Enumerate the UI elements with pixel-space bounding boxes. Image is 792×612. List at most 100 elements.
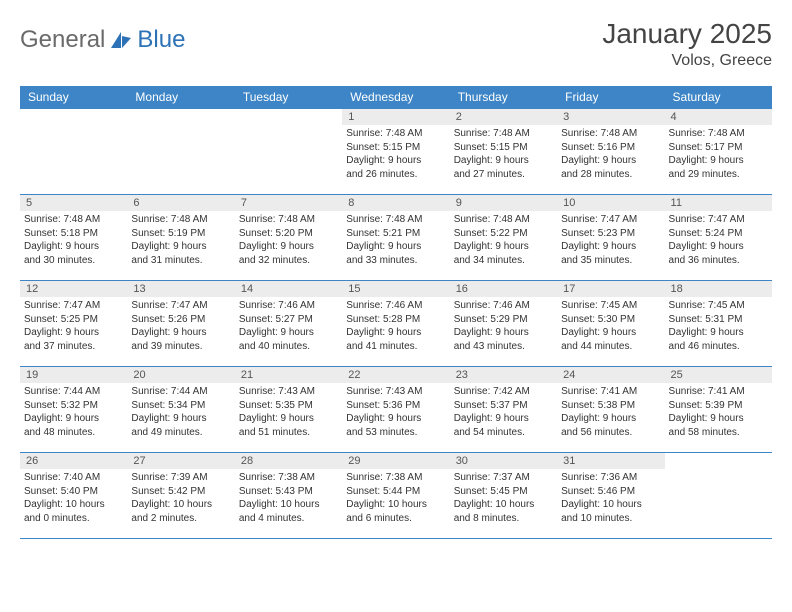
day-number: 9 [450,195,557,211]
day-body: Sunrise: 7:45 AMSunset: 5:30 PMDaylight:… [557,297,664,357]
calendar-cell [235,109,342,195]
day-line-d1: Daylight: 9 hours [24,240,123,254]
day-body: Sunrise: 7:48 AMSunset: 5:21 PMDaylight:… [342,211,449,271]
day-body: Sunrise: 7:43 AMSunset: 5:36 PMDaylight:… [342,383,449,443]
day-body: Sunrise: 7:47 AMSunset: 5:25 PMDaylight:… [20,297,127,357]
day-line-d1: Daylight: 9 hours [346,326,445,340]
day-line-ss: Sunset: 5:20 PM [239,227,338,241]
day-line-d2: and 34 minutes. [454,254,553,268]
day-body: Sunrise: 7:38 AMSunset: 5:43 PMDaylight:… [235,469,342,529]
day-body: Sunrise: 7:48 AMSunset: 5:17 PMDaylight:… [665,125,772,185]
calendar-cell: 4Sunrise: 7:48 AMSunset: 5:17 PMDaylight… [665,109,772,195]
day-body: Sunrise: 7:41 AMSunset: 5:38 PMDaylight:… [557,383,664,443]
day-line-sr: Sunrise: 7:42 AM [454,385,553,399]
day-line-sr: Sunrise: 7:41 AM [669,385,768,399]
day-line-d1: Daylight: 9 hours [454,326,553,340]
day-line-d1: Daylight: 9 hours [346,240,445,254]
day-line-d1: Daylight: 9 hours [239,326,338,340]
day-line-d2: and 0 minutes. [24,512,123,526]
day-line-d2: and 4 minutes. [239,512,338,526]
day-line-d2: and 51 minutes. [239,426,338,440]
day-line-ss: Sunset: 5:34 PM [131,399,230,413]
day-body: Sunrise: 7:41 AMSunset: 5:39 PMDaylight:… [665,383,772,443]
day-body: Sunrise: 7:48 AMSunset: 5:15 PMDaylight:… [342,125,449,185]
day-line-sr: Sunrise: 7:48 AM [669,127,768,141]
day-line-sr: Sunrise: 7:48 AM [239,213,338,227]
calendar-cell: 25Sunrise: 7:41 AMSunset: 5:39 PMDayligh… [665,367,772,453]
day-line-d1: Daylight: 9 hours [24,326,123,340]
day-line-sr: Sunrise: 7:45 AM [561,299,660,313]
day-line-sr: Sunrise: 7:46 AM [346,299,445,313]
day-number: 8 [342,195,449,211]
calendar-cell: 18Sunrise: 7:45 AMSunset: 5:31 PMDayligh… [665,281,772,367]
day-number: 21 [235,367,342,383]
calendar-body: 1Sunrise: 7:48 AMSunset: 5:15 PMDaylight… [20,109,772,539]
calendar-cell: 29Sunrise: 7:38 AMSunset: 5:44 PMDayligh… [342,453,449,539]
day-body: Sunrise: 7:38 AMSunset: 5:44 PMDaylight:… [342,469,449,529]
day-line-ss: Sunset: 5:17 PM [669,141,768,155]
calendar-cell: 19Sunrise: 7:44 AMSunset: 5:32 PMDayligh… [20,367,127,453]
calendar-table: SundayMondayTuesdayWednesdayThursdayFrid… [20,86,772,539]
day-header: Friday [557,86,664,109]
calendar-week: 5Sunrise: 7:48 AMSunset: 5:18 PMDaylight… [20,195,772,281]
day-number: 24 [557,367,664,383]
day-line-ss: Sunset: 5:35 PM [239,399,338,413]
day-header: Thursday [450,86,557,109]
day-line-d1: Daylight: 9 hours [669,326,768,340]
day-line-d1: Daylight: 10 hours [454,498,553,512]
day-line-d1: Daylight: 9 hours [239,240,338,254]
calendar-cell [127,109,234,195]
day-line-d1: Daylight: 9 hours [131,412,230,426]
day-number: 10 [557,195,664,211]
calendar-cell: 11Sunrise: 7:47 AMSunset: 5:24 PMDayligh… [665,195,772,281]
day-body: Sunrise: 7:44 AMSunset: 5:32 PMDaylight:… [20,383,127,443]
day-line-d2: and 54 minutes. [454,426,553,440]
calendar-header-row: SundayMondayTuesdayWednesdayThursdayFrid… [20,86,772,109]
day-number: 27 [127,453,234,469]
day-line-d1: Daylight: 9 hours [346,412,445,426]
day-line-d2: and 44 minutes. [561,340,660,354]
day-line-d2: and 6 minutes. [346,512,445,526]
calendar-cell: 20Sunrise: 7:44 AMSunset: 5:34 PMDayligh… [127,367,234,453]
day-number: 17 [557,281,664,297]
day-number: 6 [127,195,234,211]
day-number: 5 [20,195,127,211]
day-line-ss: Sunset: 5:16 PM [561,141,660,155]
day-line-d1: Daylight: 9 hours [239,412,338,426]
day-line-sr: Sunrise: 7:47 AM [561,213,660,227]
calendar-cell: 2Sunrise: 7:48 AMSunset: 5:15 PMDaylight… [450,109,557,195]
header: General Blue January 2025 Volos, Greece [20,18,772,70]
day-line-d2: and 32 minutes. [239,254,338,268]
calendar-cell: 9Sunrise: 7:48 AMSunset: 5:22 PMDaylight… [450,195,557,281]
day-line-d1: Daylight: 9 hours [669,154,768,168]
day-number: 15 [342,281,449,297]
day-header: Wednesday [342,86,449,109]
day-line-sr: Sunrise: 7:48 AM [454,213,553,227]
day-line-ss: Sunset: 5:45 PM [454,485,553,499]
day-line-ss: Sunset: 5:36 PM [346,399,445,413]
day-line-sr: Sunrise: 7:37 AM [454,471,553,485]
day-number: 31 [557,453,664,469]
day-line-ss: Sunset: 5:37 PM [454,399,553,413]
day-line-ss: Sunset: 5:15 PM [346,141,445,155]
calendar-week: 19Sunrise: 7:44 AMSunset: 5:32 PMDayligh… [20,367,772,453]
day-line-sr: Sunrise: 7:43 AM [239,385,338,399]
day-line-d1: Daylight: 9 hours [131,326,230,340]
calendar-cell: 3Sunrise: 7:48 AMSunset: 5:16 PMDaylight… [557,109,664,195]
day-line-ss: Sunset: 5:21 PM [346,227,445,241]
calendar-cell [665,453,772,539]
calendar-week: 1Sunrise: 7:48 AMSunset: 5:15 PMDaylight… [20,109,772,195]
day-number: 25 [665,367,772,383]
day-line-d2: and 53 minutes. [346,426,445,440]
day-line-d1: Daylight: 10 hours [239,498,338,512]
day-number: 22 [342,367,449,383]
day-line-d2: and 31 minutes. [131,254,230,268]
day-line-d2: and 58 minutes. [669,426,768,440]
day-line-sr: Sunrise: 7:48 AM [346,213,445,227]
day-line-sr: Sunrise: 7:39 AM [131,471,230,485]
logo: General Blue [20,18,185,54]
day-body: Sunrise: 7:43 AMSunset: 5:35 PMDaylight:… [235,383,342,443]
day-line-ss: Sunset: 5:15 PM [454,141,553,155]
day-body: Sunrise: 7:47 AMSunset: 5:26 PMDaylight:… [127,297,234,357]
day-line-d2: and 29 minutes. [669,168,768,182]
